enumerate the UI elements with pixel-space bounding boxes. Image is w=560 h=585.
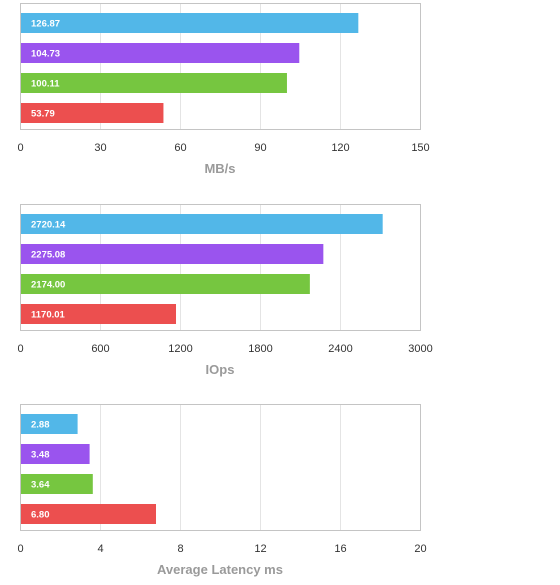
bar — [21, 43, 300, 63]
x-tick-label: 0 — [17, 142, 23, 154]
x-tick-label: 60 — [174, 142, 186, 154]
x-tick-label: 0 — [17, 343, 23, 355]
x-axis-title: MB/s — [204, 161, 235, 176]
bar — [21, 244, 324, 264]
bar-value-label: 2.88 — [31, 420, 50, 431]
bar — [21, 103, 164, 123]
x-tick-label: 90 — [254, 142, 266, 154]
bar-value-label: 2275.08 — [31, 250, 65, 261]
x-tick-label: 150 — [411, 142, 429, 154]
x-tick-label: 2400 — [328, 343, 352, 355]
x-tick-label: 1200 — [168, 343, 192, 355]
bar-value-label: 2720.14 — [31, 220, 66, 231]
bar — [21, 214, 383, 234]
bar-chart-2: 0 600 1200 1800 2400 3000 2720.14 2275.08 2174.0… — [17, 204, 433, 377]
x-axis-title: IOps — [206, 362, 235, 377]
bar — [21, 474, 93, 494]
bar-value-label: 126.87 — [31, 19, 60, 30]
bar-chart-1: 0 30 60 90 120 150 126.87 104.73 100.11 53.79 MB/s — [17, 3, 430, 176]
bar-value-label: 3.48 — [31, 450, 50, 461]
x-tick-label: 8 — [177, 543, 183, 555]
x-tick-label: 30 — [94, 142, 106, 154]
bar-value-label: 2174.00 — [31, 280, 65, 291]
bar-value-label: 3.64 — [31, 480, 50, 491]
x-tick-label: 600 — [91, 343, 109, 355]
x-tick-label: 16 — [334, 543, 346, 555]
bar — [21, 504, 156, 524]
x-tick-label: 3000 — [408, 343, 432, 355]
x-tick-label: 12 — [254, 543, 266, 555]
bar-value-label: 104.73 — [31, 49, 60, 60]
bar-value-label: 6.80 — [31, 510, 50, 521]
x-tick-label: 4 — [97, 543, 103, 555]
bar — [21, 274, 310, 294]
bar — [21, 304, 177, 324]
x-tick-label: 120 — [331, 142, 349, 154]
x-axis-title: Average Latency ms — [157, 562, 283, 577]
bar-value-label: 100.11 — [31, 79, 60, 90]
bar-value-label: 1170.01 — [31, 310, 66, 321]
x-tick-label: 0 — [17, 543, 23, 555]
x-tick-label: 1800 — [248, 343, 272, 355]
bar — [21, 444, 90, 464]
bar — [21, 414, 78, 434]
bar — [21, 73, 287, 93]
bar-value-label: 53.79 — [31, 109, 55, 120]
x-tick-label: 20 — [414, 543, 426, 555]
bar-chart-3: 0 4 8 12 16 20 2.88 3.48 3.64 6.80 Average Latency… — [17, 404, 427, 577]
bar — [21, 13, 359, 33]
